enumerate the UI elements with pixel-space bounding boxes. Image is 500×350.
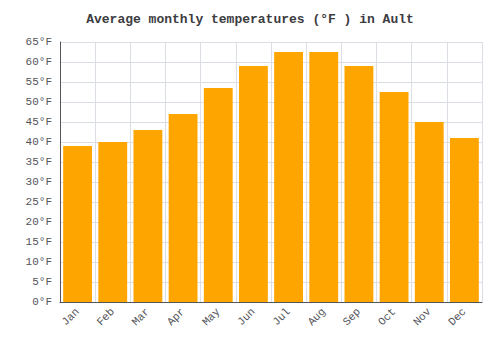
svg-text:45°F: 45°F xyxy=(26,116,52,128)
svg-text:Jun: Jun xyxy=(235,306,257,328)
svg-text:Sep: Sep xyxy=(341,306,363,328)
svg-text:Jan: Jan xyxy=(59,306,81,328)
svg-text:Apr: Apr xyxy=(165,306,187,328)
svg-text:50°F: 50°F xyxy=(26,96,52,108)
svg-text:Average monthly temperatures (: Average monthly temperatures (°F ) in Au… xyxy=(86,12,414,27)
svg-text:Dec: Dec xyxy=(446,306,468,328)
svg-text:Mar: Mar xyxy=(130,306,152,328)
svg-text:30°F: 30°F xyxy=(26,176,52,188)
svg-text:0°F: 0°F xyxy=(32,296,52,308)
svg-text:Jul: Jul xyxy=(270,306,292,328)
svg-text:65°F: 65°F xyxy=(26,36,52,48)
svg-text:Oct: Oct xyxy=(376,306,398,328)
svg-text:20°F: 20°F xyxy=(26,216,52,228)
svg-text:Nov: Nov xyxy=(411,305,434,328)
svg-text:Feb: Feb xyxy=(95,306,117,328)
svg-text:May: May xyxy=(200,305,223,328)
svg-text:Aug: Aug xyxy=(306,306,328,328)
svg-text:55°F: 55°F xyxy=(26,76,52,88)
svg-text:5°F: 5°F xyxy=(32,276,52,288)
svg-text:10°F: 10°F xyxy=(26,256,52,268)
svg-text:25°F: 25°F xyxy=(26,196,52,208)
svg-text:40°F: 40°F xyxy=(26,136,52,148)
svg-text:15°F: 15°F xyxy=(26,236,52,248)
svg-text:35°F: 35°F xyxy=(26,156,52,168)
svg-text:60°F: 60°F xyxy=(26,56,52,68)
